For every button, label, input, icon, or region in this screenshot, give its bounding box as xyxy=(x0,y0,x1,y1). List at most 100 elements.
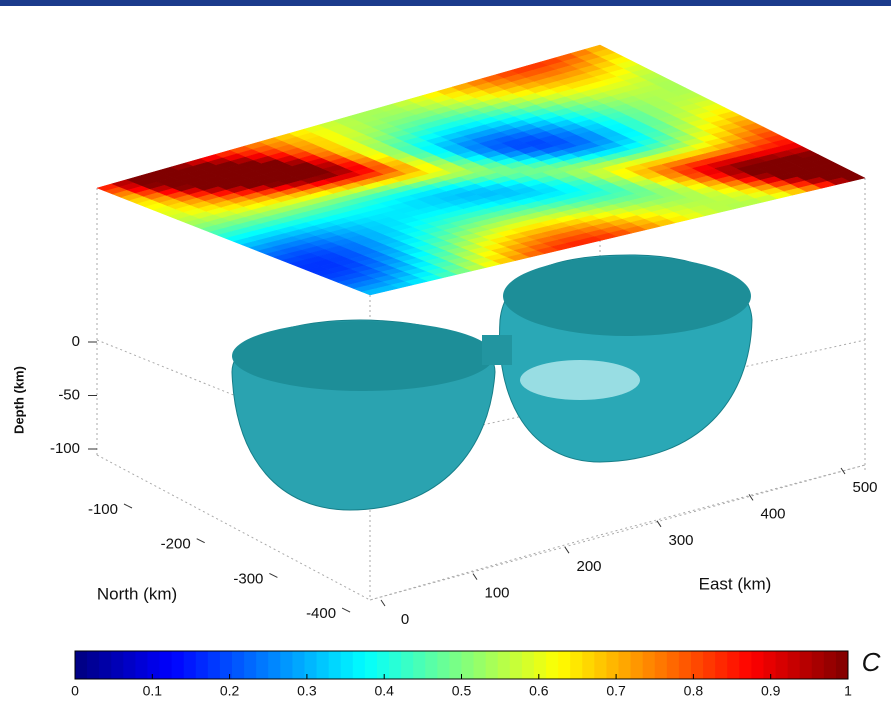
z-axis-label: Depth (km) xyxy=(11,366,26,434)
x-axis-label: East (km) xyxy=(699,574,772,593)
colorbar-segment xyxy=(172,651,185,679)
colorbar-segment xyxy=(655,651,668,679)
colorbar-segment xyxy=(667,651,680,679)
colorbar-segment xyxy=(184,651,197,679)
colorbar-segment xyxy=(643,651,656,679)
colorbar-segment xyxy=(87,651,100,679)
colorbar-segment xyxy=(365,651,378,679)
colorbar-segment xyxy=(462,651,475,679)
colorbar-segment xyxy=(739,651,752,679)
z-tick-label: -100 xyxy=(50,440,80,457)
page: Depth (km) North (km) East (km) C 0 0.1 0.… xyxy=(0,0,891,720)
colorbar-segment xyxy=(474,651,487,679)
y-tick-label: -400 xyxy=(306,605,336,622)
colorbar: 0 0.1 0.2 0.3 0.4 0.5 0.6 0.7 0.8 0.9 1 xyxy=(71,651,852,699)
colorbar-segment xyxy=(256,651,269,679)
colorbar-segment xyxy=(123,651,136,679)
colorbar-segment xyxy=(160,651,173,679)
y-tick xyxy=(342,608,350,612)
colorbar-segment xyxy=(268,651,281,679)
colorbar-segment xyxy=(727,651,740,679)
x-tick-label: 100 xyxy=(484,585,509,602)
colorbar-segment xyxy=(75,651,88,679)
colorbar-segment xyxy=(401,651,414,679)
colorbar-segment xyxy=(413,651,426,679)
colorbar-segment xyxy=(776,651,789,679)
top-bar xyxy=(0,0,891,6)
colorbar-segment xyxy=(317,651,330,679)
y-tick-label: -200 xyxy=(161,536,191,553)
x-tick-label: 200 xyxy=(576,558,601,575)
colorbar-segment xyxy=(546,651,559,679)
colorbar-tick-label: 0.8 xyxy=(684,683,704,699)
y-axis-label: North (km) xyxy=(97,584,177,603)
colorbar-segment xyxy=(280,651,293,679)
colorbar-tick-label: 0.4 xyxy=(374,683,394,699)
colorbar-segment xyxy=(606,651,619,679)
x-tick-label: 300 xyxy=(668,532,693,549)
colorbar-label: C xyxy=(862,647,881,677)
x-tick-label: 400 xyxy=(760,505,785,522)
colorbar-segment xyxy=(232,651,245,679)
colorbar-tick-label: 0.9 xyxy=(761,683,781,699)
neck xyxy=(482,335,512,365)
left-blob-top xyxy=(232,321,494,391)
colorbar-segment xyxy=(99,651,112,679)
colorbar-tick-label: 0 xyxy=(71,683,79,699)
colorbar-segment xyxy=(522,651,535,679)
colorbar-segment xyxy=(594,651,607,679)
colorbar-segment xyxy=(220,651,233,679)
colorbar-segment xyxy=(341,651,354,679)
colorbar-segment xyxy=(836,651,849,679)
colorbar-segment xyxy=(534,651,547,679)
colorbar-segment xyxy=(111,651,124,679)
colorbar-segment xyxy=(763,651,776,679)
colorbar-segment xyxy=(135,651,148,679)
colorbar-segment xyxy=(751,651,764,679)
colorbar-tick-label: 1 xyxy=(844,683,852,699)
colorbar-tick-label: 0.3 xyxy=(297,683,317,699)
colorbar-segment xyxy=(715,651,728,679)
colorbar-segment xyxy=(619,651,632,679)
y-tick xyxy=(269,573,277,577)
colorbar-segment xyxy=(703,651,716,679)
colorbar-segment xyxy=(582,651,595,679)
highlight xyxy=(520,360,640,400)
colorbar-tick-label: 0.7 xyxy=(606,683,626,699)
y-tick xyxy=(124,504,132,508)
z-tick-label: 0 xyxy=(72,333,80,350)
y-tick-label: -100 xyxy=(88,501,118,518)
colorbar-segment xyxy=(329,651,342,679)
y-tick-label: -300 xyxy=(233,570,263,587)
figure: Depth (km) North (km) East (km) C 0 0.1 0.… xyxy=(0,0,891,720)
x-tick-label: 500 xyxy=(852,479,877,496)
x-tick-label: 0 xyxy=(401,611,409,628)
colorbar-segment xyxy=(812,651,825,679)
colorbar-segment xyxy=(631,651,644,679)
x-tick xyxy=(565,547,569,553)
colorbar-tick-label: 0.5 xyxy=(452,683,472,699)
colorbar-segment xyxy=(570,651,583,679)
colorbar-segment xyxy=(486,651,499,679)
x-tick xyxy=(381,600,385,606)
z-tick-label: -50 xyxy=(58,386,80,403)
y-tick xyxy=(197,539,205,543)
colorbar-segment xyxy=(691,651,704,679)
colorbar-segment xyxy=(824,651,837,679)
colorbar-segment xyxy=(788,651,801,679)
surface xyxy=(97,45,865,295)
colorbar-segment xyxy=(679,651,692,679)
colorbar-segment xyxy=(425,651,438,679)
colorbar-segment xyxy=(498,651,511,679)
colorbar-tick-label: 0.6 xyxy=(529,683,549,699)
colorbar-tick-label: 0.1 xyxy=(143,683,163,699)
colorbar-segment xyxy=(196,651,209,679)
colorbar-segment xyxy=(377,651,390,679)
x-tick xyxy=(473,574,477,580)
colorbar-segment xyxy=(449,651,462,679)
colorbar-segment xyxy=(558,651,571,679)
colorbar-segment xyxy=(292,651,305,679)
right-blob-top xyxy=(503,256,751,336)
colorbar-tick-label: 0.2 xyxy=(220,683,240,699)
colorbar-segment xyxy=(244,651,257,679)
